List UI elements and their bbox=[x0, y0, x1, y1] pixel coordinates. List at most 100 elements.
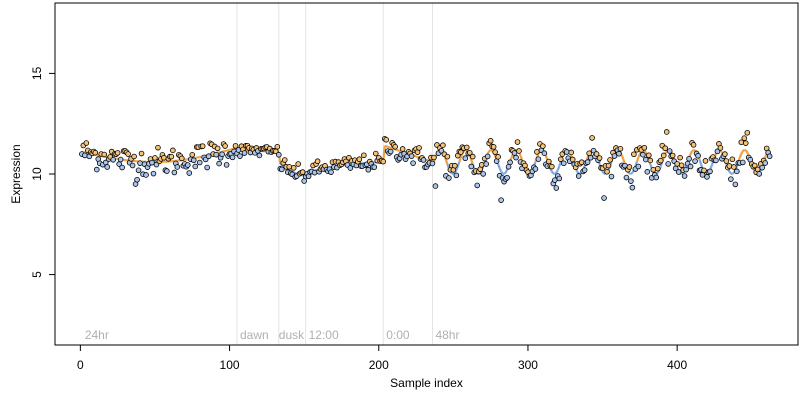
data-point bbox=[732, 181, 739, 188]
data-point bbox=[286, 164, 293, 170]
data-point bbox=[93, 166, 100, 173]
data-point bbox=[190, 157, 197, 164]
trend-line-segment bbox=[601, 170, 605, 175]
trend-line-segment bbox=[452, 171, 456, 175]
data-point bbox=[762, 160, 768, 166]
data-point bbox=[232, 143, 239, 149]
trend-line-segment bbox=[426, 158, 429, 162]
data-point bbox=[608, 173, 615, 180]
data-point bbox=[759, 164, 765, 171]
data-point bbox=[278, 166, 285, 173]
trend-line-segment bbox=[544, 155, 549, 161]
annotation-0: 24hr bbox=[85, 328, 109, 342]
data-point bbox=[408, 153, 415, 159]
vertical-markers bbox=[236, 3, 433, 345]
data-point bbox=[196, 159, 203, 166]
data-point bbox=[641, 144, 648, 151]
data-point bbox=[741, 135, 748, 141]
y-tick-label-10: 10 bbox=[30, 167, 44, 181]
data-point bbox=[301, 178, 307, 184]
data-point bbox=[222, 143, 228, 149]
data-point bbox=[666, 148, 673, 154]
trend-line-segment bbox=[497, 163, 501, 169]
data-point bbox=[347, 165, 354, 171]
data-point bbox=[540, 143, 546, 149]
data-point bbox=[223, 162, 230, 168]
trend-line-segment bbox=[698, 159, 703, 165]
trend-line-segment bbox=[637, 153, 641, 158]
data-point bbox=[135, 167, 142, 174]
data-point bbox=[677, 154, 683, 161]
data-point bbox=[463, 144, 470, 151]
data-point bbox=[119, 164, 125, 171]
data-point bbox=[646, 152, 652, 159]
data-point bbox=[170, 147, 176, 154]
data-point bbox=[695, 152, 701, 159]
data-point bbox=[101, 151, 108, 158]
data-point bbox=[665, 161, 671, 167]
data-point bbox=[143, 172, 149, 178]
data-point bbox=[569, 156, 576, 163]
trend-line-segment bbox=[691, 149, 695, 152]
data-point bbox=[589, 135, 595, 141]
data-point bbox=[650, 166, 657, 173]
data-point bbox=[184, 162, 191, 168]
data-point bbox=[241, 150, 248, 156]
data-point bbox=[681, 173, 688, 179]
data-point bbox=[444, 153, 451, 160]
data-point bbox=[553, 185, 560, 191]
trend-line-segment bbox=[384, 144, 387, 148]
trend-line-segment bbox=[444, 159, 449, 165]
data-point bbox=[556, 175, 563, 182]
data-point bbox=[392, 143, 398, 150]
data-point bbox=[704, 174, 710, 180]
data-point bbox=[299, 169, 306, 175]
data-point bbox=[256, 152, 263, 159]
data-point bbox=[578, 159, 585, 166]
trend-line-segment bbox=[710, 161, 714, 167]
y-tick-label-5: 5 bbox=[30, 271, 44, 278]
data-point bbox=[687, 163, 694, 170]
trend-line-segment bbox=[470, 159, 474, 165]
data-point bbox=[635, 163, 642, 170]
trend-line-segment bbox=[519, 155, 524, 161]
data-point bbox=[587, 154, 594, 161]
data-point bbox=[216, 160, 222, 167]
trend-line-segment bbox=[397, 149, 400, 152]
trend-line-segment bbox=[415, 155, 418, 158]
data-point bbox=[174, 164, 181, 170]
data-point bbox=[416, 145, 422, 151]
data-point bbox=[593, 151, 600, 157]
data-point bbox=[660, 152, 667, 159]
data-point bbox=[640, 151, 646, 158]
data-point bbox=[199, 143, 206, 149]
data-point bbox=[281, 157, 288, 163]
trend-line-segment bbox=[620, 155, 625, 161]
x-axis: 0 100 200 300 400 bbox=[77, 345, 687, 372]
annotation-2: dusk bbox=[279, 328, 305, 342]
data-point bbox=[611, 153, 618, 159]
data-point bbox=[601, 195, 607, 201]
data-point bbox=[742, 140, 749, 146]
trend-line-segment bbox=[738, 153, 743, 158]
data-point bbox=[110, 156, 116, 163]
trend-line-segment bbox=[498, 167, 503, 173]
data-point bbox=[469, 153, 476, 160]
data-point bbox=[657, 157, 664, 164]
data-point bbox=[495, 154, 501, 160]
data-point bbox=[104, 164, 111, 170]
trend-line-segment bbox=[500, 170, 504, 175]
data-point bbox=[605, 162, 612, 169]
annotation-5: 48hr bbox=[435, 328, 459, 342]
data-point bbox=[535, 156, 542, 162]
data-point bbox=[516, 148, 522, 154]
data-point bbox=[114, 150, 121, 156]
data-point bbox=[380, 158, 387, 165]
data-point bbox=[604, 168, 610, 175]
data-point bbox=[692, 158, 698, 164]
x-axis-title: Sample index bbox=[390, 376, 463, 390]
y-axis-title: Expression bbox=[9, 144, 23, 203]
annotation-3: 12:00 bbox=[309, 328, 339, 342]
data-point bbox=[478, 162, 485, 168]
